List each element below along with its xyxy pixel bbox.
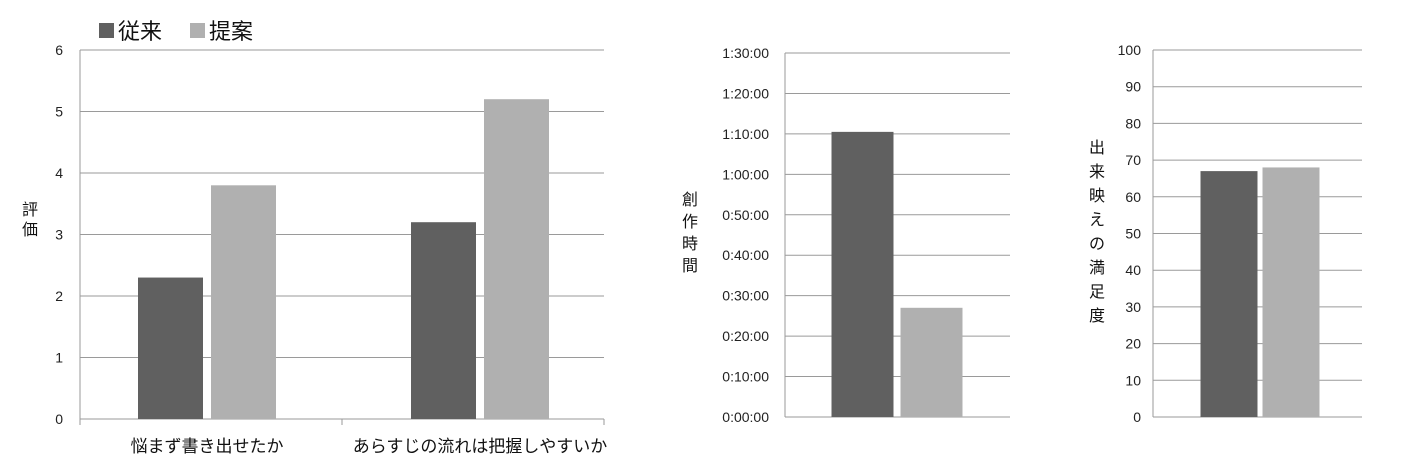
y-tick-label: 1 (55, 350, 63, 366)
y-tick-label: 0:20:00 (722, 328, 769, 344)
y-tick-label: 4 (55, 165, 63, 181)
y-tick-label: 1:20:00 (722, 85, 769, 101)
y-tick-label: 60 (1125, 189, 1141, 205)
y-tick-label: 30 (1125, 299, 1141, 315)
y-tick-label: 1:30:00 (722, 45, 769, 61)
y-tick-label: 20 (1125, 336, 1141, 352)
category-label: あらすじの流れは把握しやすいか (353, 437, 608, 457)
y-axis-label-char: 映 (1089, 186, 1105, 205)
bar-proposed (900, 307, 963, 417)
y-tick-label: 2 (55, 288, 63, 304)
chart-creation-time: 0:00:00 0:10:00 0:20:00 0:30:00 0:40:00 0:50:… (682, 45, 1010, 425)
y-tick-label: 1:00:00 (722, 166, 769, 182)
chart-evaluation: 0 1 2 3 4 5 6 悩まず書き出せたか あらすじの流れは把握しやすいか 評価 (22, 42, 607, 457)
bar-conventional (411, 222, 476, 419)
y-tick-label: 0:10:00 (722, 369, 769, 385)
legend-label-conventional: 従来 (118, 20, 162, 45)
y-tick-label: 50 (1125, 226, 1141, 242)
y-axis-label-char: 足 (1089, 282, 1105, 301)
y-axis-label-char: 満 (1089, 258, 1105, 277)
legend-swatch-conventional (99, 23, 114, 38)
y-tick-label: 40 (1125, 262, 1141, 278)
legend-label-proposed: 提案 (209, 20, 253, 45)
bar-conventional (1200, 171, 1258, 417)
y-tick-label: 0:40:00 (722, 247, 769, 263)
y-axis-label-char: 評 (22, 200, 38, 219)
y-tick-label: 3 (55, 227, 63, 243)
legend-swatch-proposed (190, 23, 205, 38)
bar-proposed (1262, 167, 1320, 417)
y-tick-label: 80 (1125, 115, 1141, 131)
y-axis-label-char: え (1089, 210, 1105, 229)
y-tick-label: 70 (1125, 152, 1141, 168)
bar-conventional (831, 131, 894, 417)
y-axis-label-char: 間 (682, 256, 698, 275)
y-tick-label: 10 (1125, 372, 1141, 388)
y-axis-label-char: 時 (682, 234, 698, 253)
y-tick-label: 100 (1118, 42, 1142, 58)
y-tick-label: 1:10:00 (722, 126, 769, 142)
y-tick-label: 0:30:00 (722, 288, 769, 304)
y-axis-label-char: 作 (682, 212, 698, 231)
y-axis-label-char: 創 (682, 190, 698, 209)
y-axis-label-char: の (1089, 234, 1105, 253)
category-label: 悩まず書き出せたか (131, 437, 284, 457)
y-tick-label: 5 (55, 104, 63, 120)
y-axis-label-char: 度 (1089, 306, 1105, 325)
y-tick-label: 6 (55, 42, 63, 58)
bar-proposed (211, 185, 276, 419)
legend: 従来 提案 (99, 20, 253, 45)
y-tick-label: 90 (1125, 79, 1141, 95)
y-tick-label: 0:00:00 (722, 409, 769, 425)
y-tick-label: 0 (55, 411, 63, 427)
y-tick-label: 0:50:00 (722, 207, 769, 223)
y-axis-label-char: 価 (22, 220, 38, 239)
bar-proposed (484, 99, 549, 419)
bar-conventional (138, 277, 203, 419)
y-axis-label-char: 来 (1089, 162, 1105, 181)
y-tick-label: 0 (1133, 409, 1141, 425)
y-axis-label-char: 出 (1089, 138, 1105, 157)
